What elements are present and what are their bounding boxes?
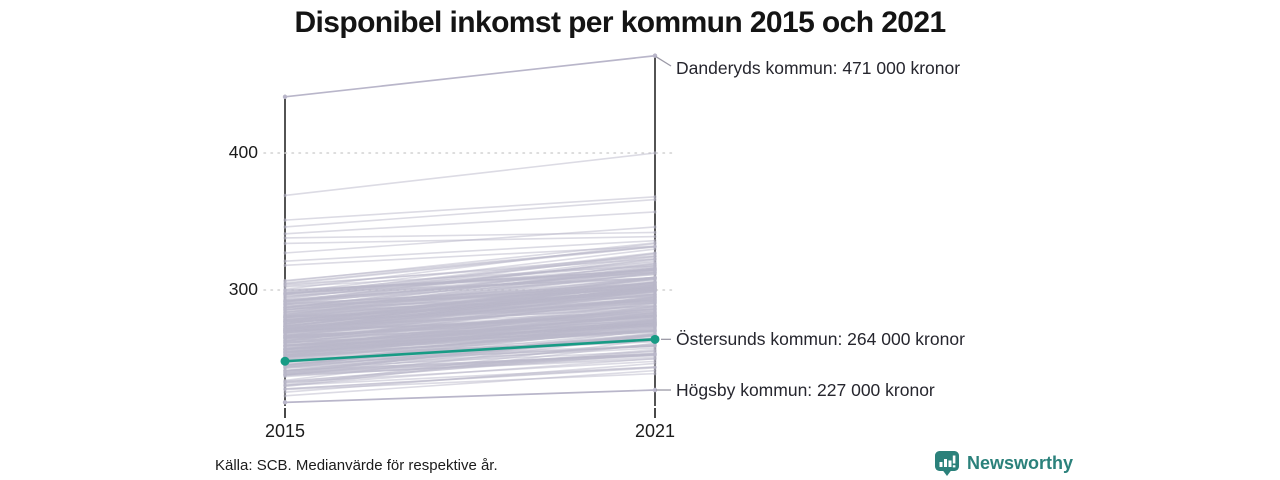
annotation-danderyd: Danderyds kommun: 471 000 kronor [676,58,961,78]
source-note: Källa: SCB. Medianvärde för respektive å… [215,457,498,474]
y-axis-tick-400: 400 [228,142,258,162]
annotation-hogsby: Högsby kommun: 227 000 kronor [676,380,935,400]
newsworthy-logo: Newsworthy [934,450,1073,477]
chart-title: Disponibel inkomst per kommun 2015 och 2… [294,6,946,39]
newsworthy-logo-text: Newsworthy [967,453,1074,473]
bar-chart-bubble-icon [935,451,959,476]
annotation-ostersund: Östersunds kommun: 264 000 kronor [676,329,965,349]
x-axis-tick-2021: 2021 [634,421,676,441]
y-axis-tick-300: 300 [228,279,258,299]
x-axis-tick-2015: 2015 [264,421,306,441]
